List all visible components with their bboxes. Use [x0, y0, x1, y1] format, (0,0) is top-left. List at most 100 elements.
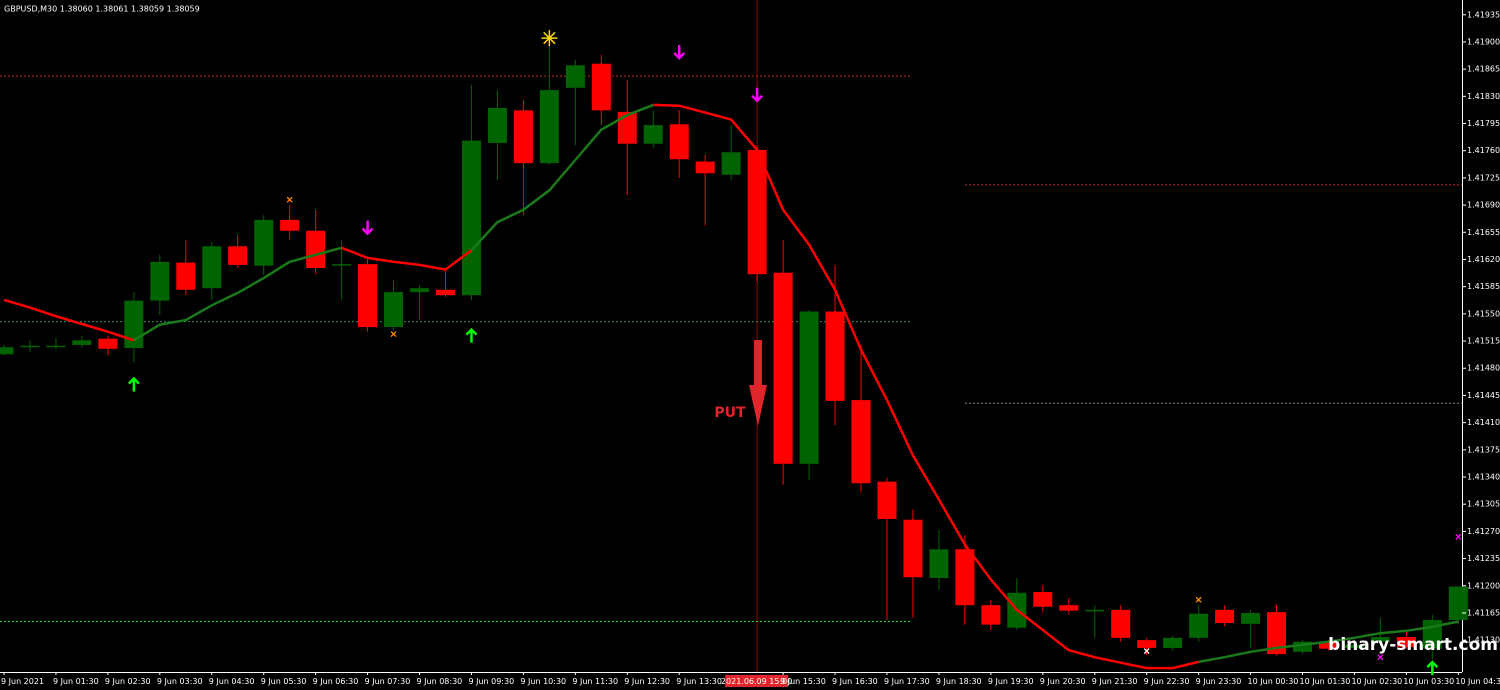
signal-arrow	[673, 45, 686, 60]
candle-body	[617, 111, 637, 144]
x-tick-label: 9 Jun 02:30	[105, 677, 151, 686]
candle-body	[20, 345, 40, 348]
x-tick-label: 9 Jun 07:30	[365, 677, 411, 686]
x-tick-label: 9 Jun 10:30	[520, 677, 566, 686]
x-tick-label: 9 Jun 11:30	[572, 677, 618, 686]
y-tick-label: 1.41935	[1467, 10, 1500, 19]
candle-body	[747, 149, 767, 275]
signal-cross	[1143, 648, 1150, 654]
x-tick-label: 9 Jun 01:30	[53, 677, 99, 686]
candle-body	[929, 549, 949, 578]
candle-body	[565, 65, 585, 88]
y-tick-label: 1.41655	[1467, 228, 1500, 237]
x-tick-label: 9 Jun 03:30	[157, 677, 203, 686]
candle-body	[513, 110, 533, 164]
candle-body	[254, 219, 274, 266]
y-tick-label: 1.41165	[1467, 608, 1500, 617]
candle-body	[176, 262, 196, 290]
candle-body	[591, 63, 611, 111]
levels	[0, 0, 1462, 672]
candle-body	[643, 125, 663, 144]
candle-body	[1396, 637, 1416, 648]
x-tick-label: 9 Jun 23:30	[1196, 677, 1242, 686]
candle-body	[1344, 644, 1364, 648]
signals	[127, 30, 1462, 676]
x-tick-label: 9 Jun 12:30	[624, 677, 670, 686]
signal-cross	[1455, 533, 1462, 540]
y-tick-label: 1.41725	[1467, 173, 1500, 182]
x-tick-label: 9 Jun 16:30	[832, 677, 878, 686]
candle-body	[799, 311, 819, 464]
y-tick-label: 1.41795	[1467, 119, 1500, 128]
y-tick-label: 1.41690	[1467, 201, 1500, 210]
candle-body	[1267, 612, 1287, 655]
candle-body	[1318, 642, 1338, 649]
candle-body	[1137, 640, 1157, 648]
candle-body	[851, 400, 871, 484]
y-tick-label: 1.41550	[1467, 309, 1500, 318]
candle-body	[384, 292, 404, 328]
signal-cross	[390, 331, 397, 338]
candles	[0, 45, 1468, 660]
candle-body	[332, 264, 352, 266]
signal-arrow	[361, 220, 374, 236]
y-tick-label: 1.41270	[1467, 527, 1500, 536]
ma-line	[133, 103, 1459, 664]
y-tick-label: 1.41305	[1467, 500, 1500, 509]
candle-body	[1033, 591, 1053, 607]
candle-body	[280, 219, 300, 231]
candle-body	[435, 289, 455, 296]
x-tick-label: 9 Jun 2021	[1, 677, 44, 686]
signal-cross	[1377, 654, 1384, 661]
candle-body	[202, 246, 222, 289]
x-tick-label: 9 Jun 21:30	[1092, 677, 1138, 686]
candle-body	[1163, 637, 1183, 648]
candle-body	[1293, 641, 1312, 652]
signal-star	[541, 30, 558, 47]
signal-cross	[1195, 596, 1202, 603]
signal-arrow	[465, 327, 478, 343]
x-tick-label: 9 Jun 13:30	[676, 677, 722, 686]
y-tick-label: 1.41830	[1467, 92, 1500, 101]
put-label: PUT	[714, 405, 746, 421]
y-tick-label: 1.41480	[1467, 364, 1500, 373]
axes: 1.41935 1.41900 1.41865 1.41830 1.41795 1.417…	[1, 10, 1500, 687]
candle-body	[1059, 605, 1079, 611]
x-tick-label: 9 Jun 15:30	[780, 677, 826, 686]
candle-body	[669, 124, 689, 160]
crosshair-time-box	[725, 675, 789, 687]
y-tick-label: 1.41620	[1467, 255, 1500, 264]
chart-title: GBPUSD,M30 1.38060 1.38061 1.38059 1.380…	[4, 5, 200, 14]
x-tick-label: 10 Jun 02:30	[1351, 677, 1402, 686]
x-tick-label: 10 Jun 04:3	[1455, 677, 1500, 686]
y-tick-label: 1.41340	[1467, 473, 1500, 482]
y-tick-label: 1.41410	[1467, 418, 1500, 427]
y-tick-label: 1.41585	[1467, 282, 1500, 291]
x-tick-label: 10 Jun 01:30	[1300, 677, 1351, 686]
candle-body	[1215, 609, 1235, 624]
candle-body	[877, 481, 897, 519]
candle-body	[1370, 637, 1390, 642]
candle-body	[1448, 586, 1468, 620]
signal-arrow	[751, 87, 764, 103]
x-tick-label: 9 Jun 08:30	[417, 677, 463, 686]
y-tick-label: 1.41375	[1467, 445, 1500, 454]
x-tick-label: 9 Jun 09:30	[468, 677, 514, 686]
x-tick-label: 9 Jun 04:30	[209, 677, 255, 686]
y-tick-label: 1.41445	[1467, 391, 1500, 400]
y-tick-label: 1.41900	[1467, 37, 1500, 46]
candle-body	[0, 347, 14, 355]
candle-body	[903, 519, 923, 578]
signal-arrow	[1426, 660, 1439, 676]
candle-body	[695, 161, 715, 174]
candle-body	[955, 549, 975, 606]
y-tick-label: 1.41865	[1467, 65, 1500, 74]
candle-body	[1241, 612, 1261, 624]
candle-body	[46, 345, 66, 348]
candle-body	[773, 272, 793, 464]
x-tick-label: 10 Jun 00:30	[1248, 677, 1299, 686]
moving-average	[3, 103, 1459, 670]
crosshair-time-label: 2021.06.09 15:00	[721, 677, 792, 686]
